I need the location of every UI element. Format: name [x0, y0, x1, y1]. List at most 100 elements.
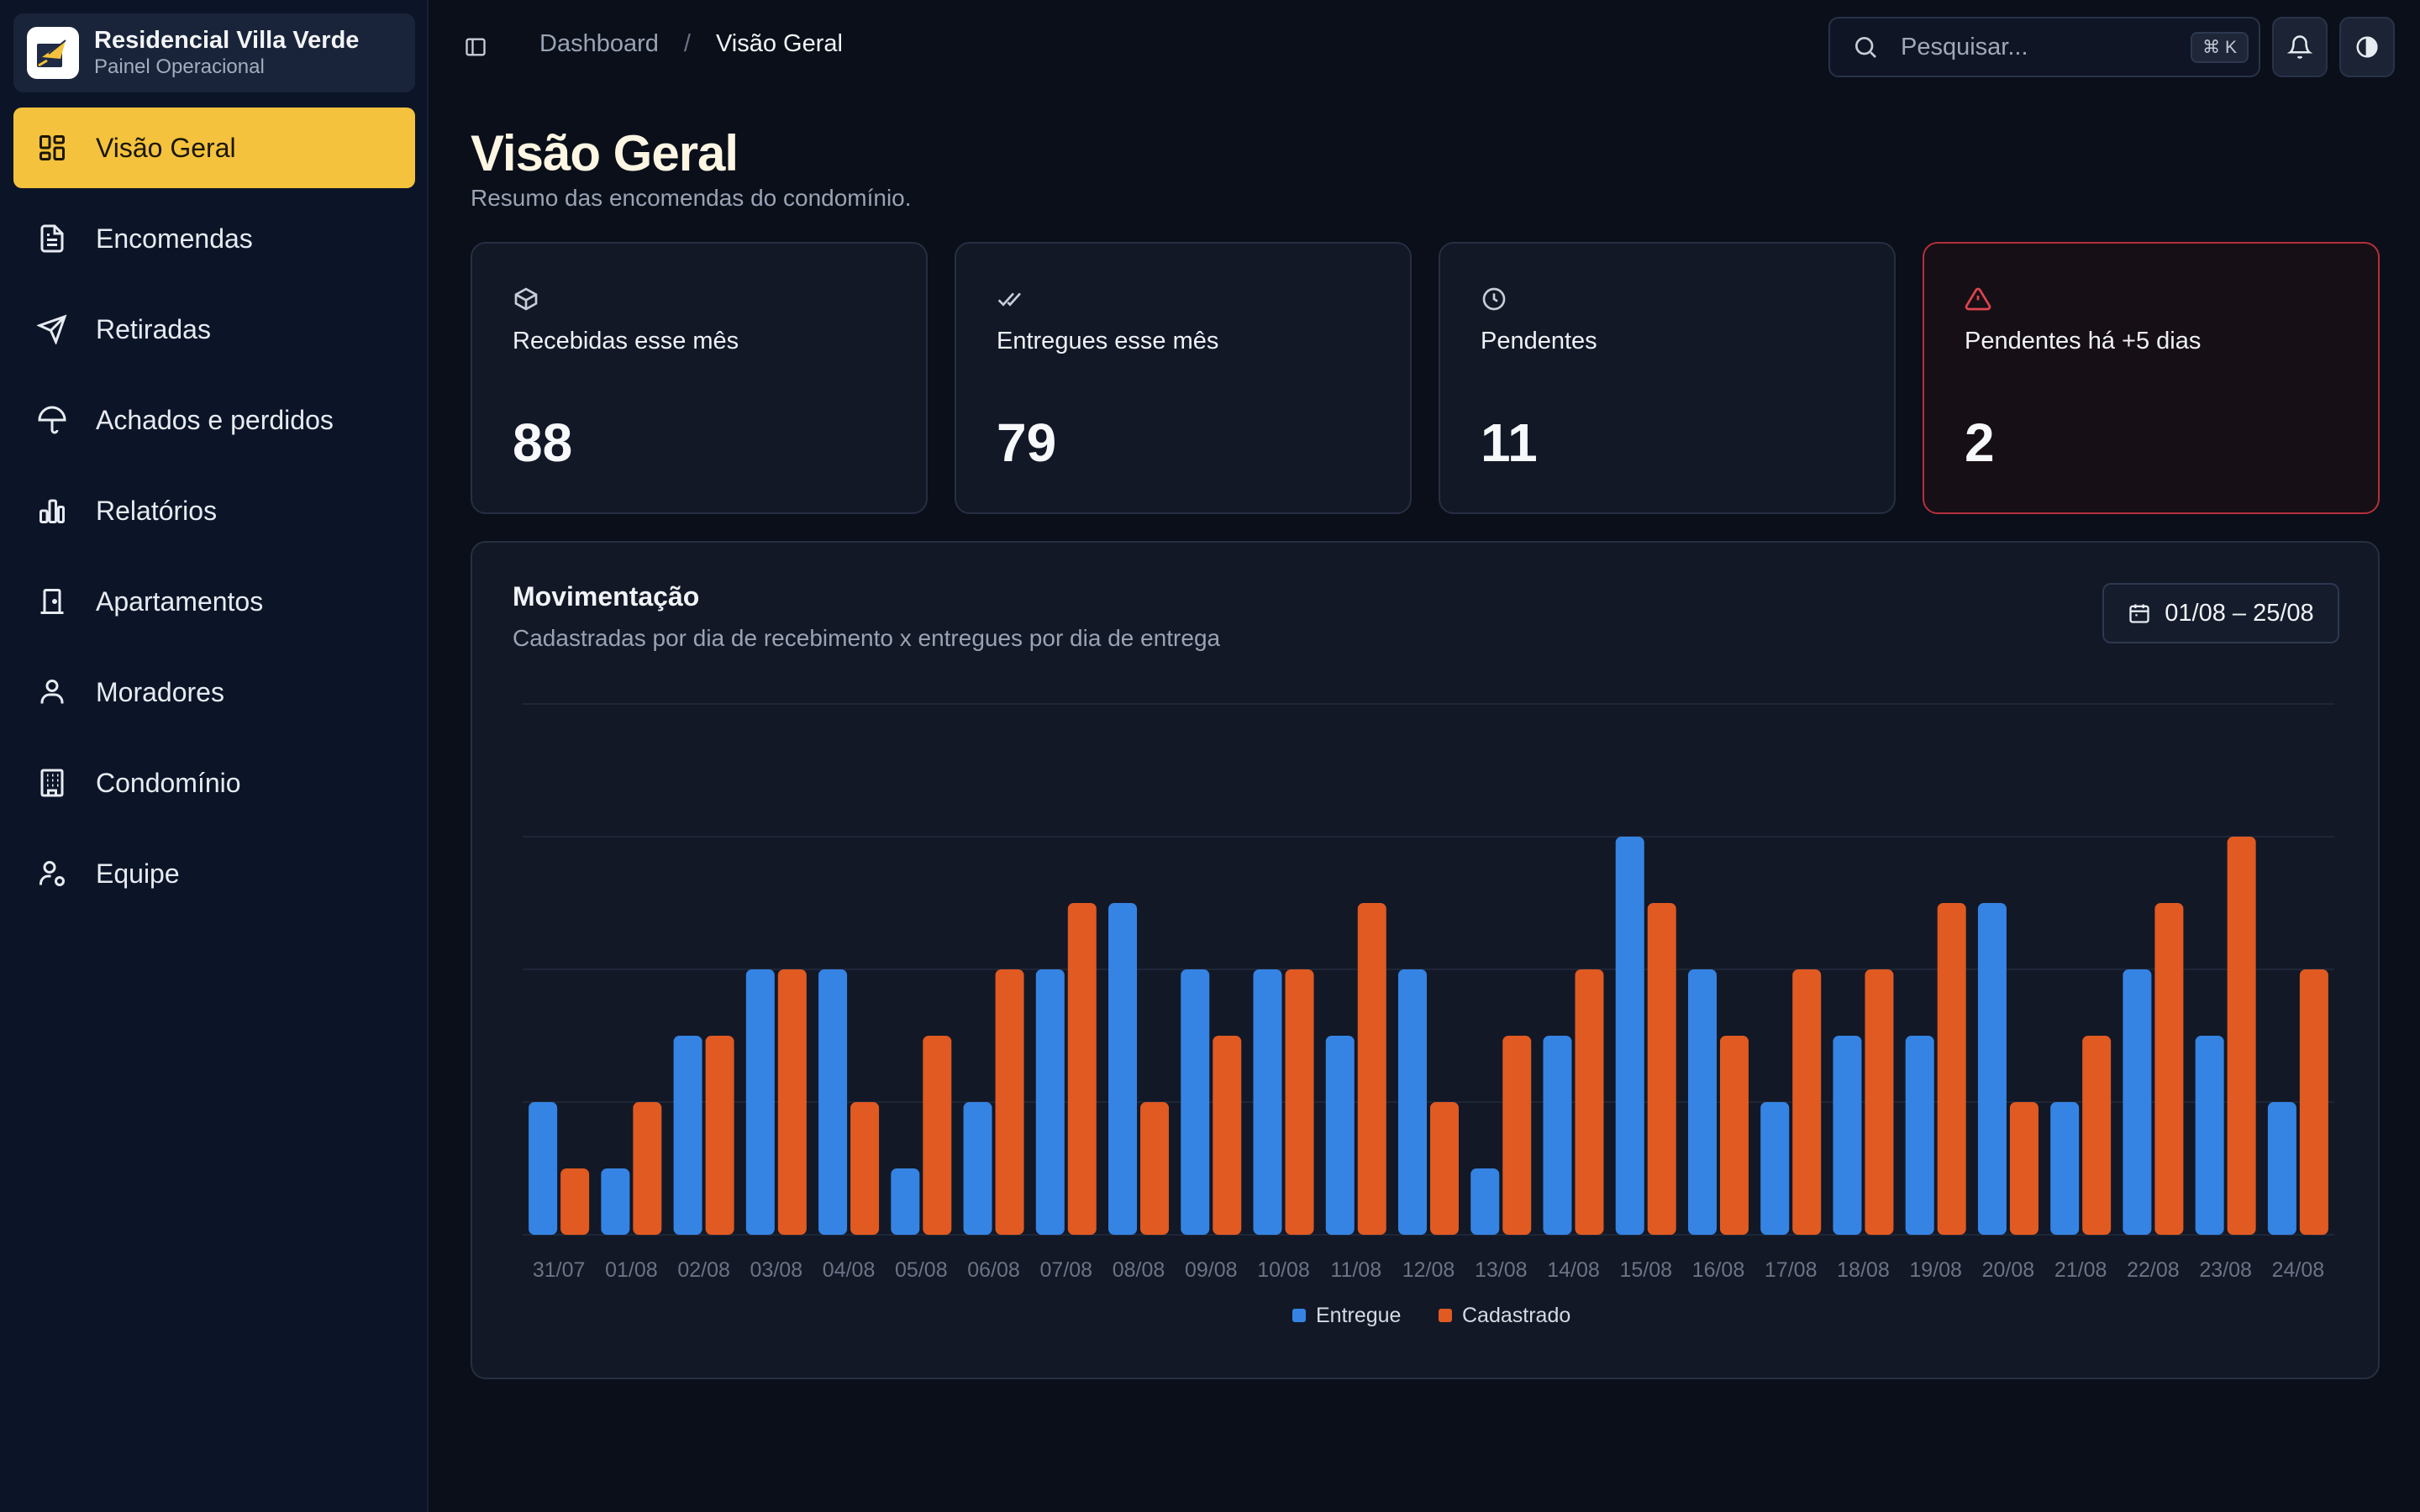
sidebar-item-label: Retiradas — [96, 313, 211, 344]
x-tick-label: 23/08 — [2199, 1258, 2252, 1282]
bar-entregue[interactable] — [818, 969, 848, 1235]
top-header: Dashboard / Visão Geral Pesquisar... ⌘ K — [430, 0, 2420, 94]
bar-entregue[interactable] — [1253, 969, 1282, 1235]
x-tick-label: 21/08 — [2054, 1258, 2107, 1282]
bar-cadastrado[interactable] — [560, 1168, 590, 1235]
bar-entregue[interactable] — [2123, 969, 2152, 1235]
bar-cadastrado[interactable] — [705, 1036, 734, 1235]
bar-entregue[interactable] — [1543, 1036, 1572, 1235]
sidebar-item-relatorios[interactable]: Relatórios — [13, 470, 415, 551]
bar-cadastrado[interactable] — [2299, 969, 2328, 1235]
bar-entregue[interactable] — [1181, 969, 1210, 1235]
x-tick-label: 07/08 — [1040, 1258, 1093, 1282]
bar-entregue[interactable] — [1398, 969, 1427, 1235]
sidebar-item-label: Achados e perdidos — [96, 404, 334, 435]
document-icon — [35, 222, 69, 255]
x-tick-label: 16/08 — [1692, 1258, 1745, 1282]
alert-triangle-icon — [1965, 287, 1991, 311]
bar-entregue[interactable] — [963, 1102, 992, 1235]
bar-entregue[interactable] — [2195, 1036, 2224, 1235]
bar-cadastrado[interactable] — [777, 969, 807, 1235]
bar-cadastrado[interactable] — [1647, 903, 1676, 1235]
bar-entregue[interactable] — [1470, 1168, 1500, 1235]
brand-name: Residencial Villa Verde — [94, 27, 360, 54]
chart-subtitle: Cadastradas por dia de recebimento x ent… — [513, 625, 1221, 651]
legend-swatch-entregue — [1292, 1309, 1306, 1322]
date-range-button[interactable]: 01/08 – 25/08 — [2102, 583, 2339, 643]
sidebar-item-label: Visão Geral — [96, 132, 236, 163]
bar-cadastrado[interactable] — [633, 1102, 662, 1235]
sidebar-item-visao-geral[interactable]: Visão Geral — [13, 108, 415, 188]
bar-entregue[interactable] — [1035, 969, 1065, 1235]
bar-cadastrado[interactable] — [1937, 903, 1966, 1235]
x-tick-label: 14/08 — [1547, 1258, 1600, 1282]
bar-cadastrado[interactable] — [923, 1036, 952, 1235]
breadcrumb-current: Visão Geral — [715, 30, 843, 57]
bar-entregue[interactable] — [1325, 1036, 1355, 1235]
bar-entregue[interactable] — [1760, 1102, 1790, 1235]
bar-cadastrado[interactable] — [2154, 903, 2184, 1235]
bar-cadastrado[interactable] — [1285, 969, 1314, 1235]
bar-cadastrado[interactable] — [2082, 1036, 2112, 1235]
bar-entregue[interactable] — [1905, 1036, 1934, 1235]
stat-card-recebidas: Recebidas esse mês 88 — [471, 242, 928, 514]
x-tick-label: 03/08 — [750, 1258, 803, 1282]
bar-cadastrado[interactable] — [995, 969, 1024, 1235]
bar-cadastrado[interactable] — [850, 1102, 880, 1235]
bar-cadastrado[interactable] — [2009, 1102, 2039, 1235]
building-icon — [35, 766, 69, 800]
bar-cadastrado[interactable] — [1719, 1036, 1749, 1235]
bar-cadastrado[interactable] — [2227, 837, 2256, 1235]
bar-entregue[interactable] — [1615, 837, 1644, 1235]
brand-switcher[interactable]: Residencial Villa Verde Painel Operacion… — [13, 13, 415, 92]
sidebar-item-retiradas[interactable]: Retiradas — [13, 289, 415, 370]
bar-cadastrado[interactable] — [1213, 1036, 1242, 1235]
sidebar-item-moradores[interactable]: Moradores — [13, 652, 415, 732]
bar-entregue[interactable] — [745, 969, 775, 1235]
sidebar-item-equipe[interactable]: Equipe — [13, 833, 415, 914]
notifications-button[interactable] — [2272, 17, 2328, 77]
clock-icon — [1482, 287, 1506, 311]
bar-entregue[interactable] — [1108, 903, 1138, 1235]
bar-entregue[interactable] — [2050, 1102, 2080, 1235]
sidebar-item-achados-perdidos[interactable]: Achados e perdidos — [13, 380, 415, 460]
sidebar-nav: Visão Geral Encomendas Retiradas Achados… — [13, 108, 415, 924]
sidebar-item-condominio[interactable]: Condomínio — [13, 743, 415, 823]
sidebar-item-label: Apartamentos — [96, 585, 264, 617]
x-tick-label: 18/08 — [1837, 1258, 1890, 1282]
bar-entregue[interactable] — [529, 1102, 558, 1235]
bar-entregue[interactable] — [1687, 969, 1717, 1235]
x-tick-label: 20/08 — [1982, 1258, 2035, 1282]
sidebar-toggle-button[interactable] — [459, 32, 492, 62]
bar-entregue[interactable] — [1833, 1036, 1862, 1235]
x-tick-label: 04/08 — [823, 1258, 876, 1282]
bar-cadastrado[interactable] — [1140, 1102, 1170, 1235]
breadcrumb-dashboard[interactable]: Dashboard — [539, 30, 659, 57]
bar-cadastrado[interactable] — [1430, 1102, 1459, 1235]
door-icon — [35, 585, 69, 618]
sidebar-item-encomendas[interactable]: Encomendas — [13, 198, 415, 279]
bar-entregue[interactable] — [673, 1036, 702, 1235]
bar-cadastrado[interactable] — [1865, 969, 1894, 1235]
sidebar-item-apartamentos[interactable]: Apartamentos — [13, 561, 415, 642]
stat-label: Pendentes há +5 dias — [1965, 328, 2202, 354]
bar-entregue[interactable] — [2267, 1102, 2296, 1235]
bar-cadastrado[interactable] — [1792, 969, 1822, 1235]
bar-cadastrado[interactable] — [1067, 903, 1097, 1235]
search-input[interactable]: Pesquisar... ⌘ K — [1828, 17, 2260, 77]
sidebar-item-label: Relatórios — [96, 495, 218, 526]
x-tick-label: 05/08 — [895, 1258, 948, 1282]
bar-cadastrado[interactable] — [1502, 1036, 1532, 1235]
bar-entregue[interactable] — [601, 1168, 630, 1235]
bar-entregue[interactable] — [891, 1168, 920, 1235]
theme-toggle-button[interactable] — [2339, 17, 2395, 77]
bar-entregue[interactable] — [1977, 903, 2007, 1235]
x-tick-label: 02/08 — [677, 1258, 730, 1282]
stat-card-pendentes-5-dias: Pendentes há +5 dias 2 — [1923, 242, 2380, 514]
bar-cadastrado[interactable] — [1575, 969, 1604, 1235]
bar-cadastrado[interactable] — [1357, 903, 1386, 1235]
x-tick-label: 24/08 — [2272, 1258, 2325, 1282]
stat-value: 88 — [513, 412, 573, 473]
legend-label: Cadastrado — [1462, 1304, 1570, 1327]
search-icon — [1855, 37, 1876, 58]
